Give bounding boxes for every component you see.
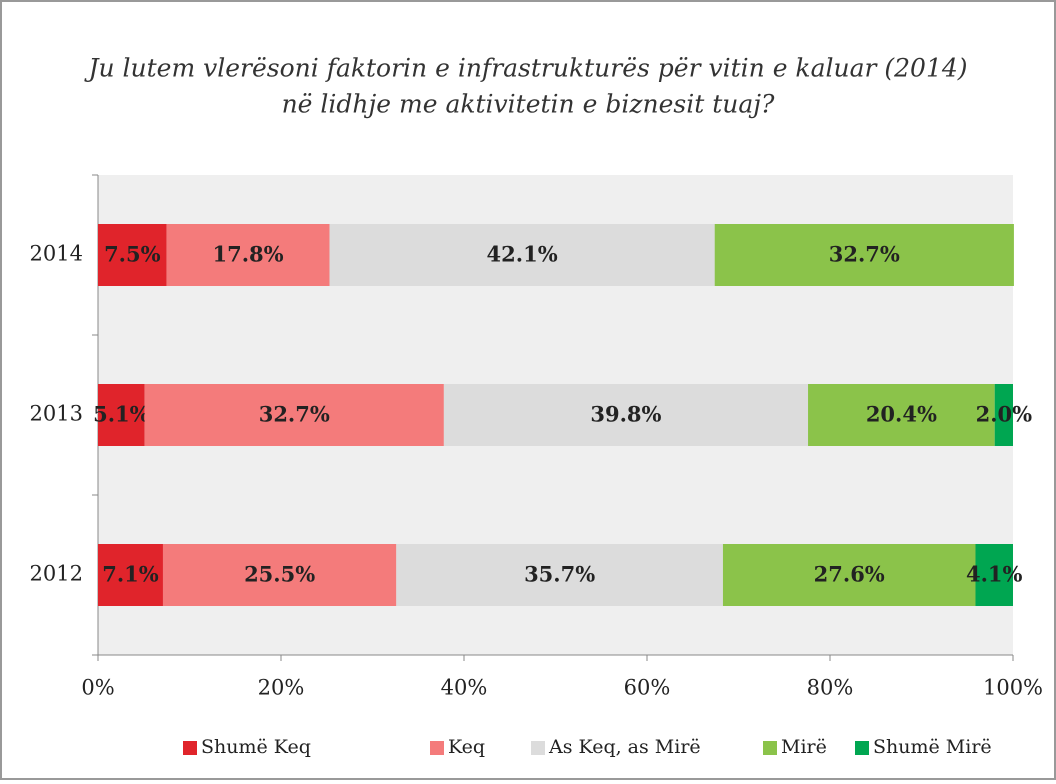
data-label: 25.5% bbox=[244, 562, 315, 587]
bar-segment bbox=[975, 544, 1013, 606]
data-label: 2.0% bbox=[976, 402, 1033, 427]
data-label: 4.1% bbox=[966, 562, 1023, 587]
data-label: 7.5% bbox=[104, 242, 161, 267]
y-tick-label: 2012 bbox=[30, 562, 83, 586]
legend-swatch bbox=[763, 741, 777, 755]
bar-segment bbox=[329, 224, 715, 286]
x-tick-label: 0% bbox=[81, 676, 114, 700]
data-label: 27.6% bbox=[814, 562, 885, 587]
legend-swatch bbox=[531, 741, 545, 755]
x-tick-label: 40% bbox=[441, 676, 488, 700]
bar-segment bbox=[994, 384, 1013, 446]
data-label: 20.4% bbox=[866, 402, 937, 427]
legend-label: Mirë bbox=[781, 736, 827, 758]
data-label: 17.8% bbox=[213, 242, 284, 267]
chart-title: në lidhje me aktivitetin e biznesit tuaj… bbox=[282, 90, 775, 119]
bar-segment bbox=[396, 544, 723, 606]
bar-segment bbox=[98, 224, 167, 286]
x-tick-label: 100% bbox=[983, 676, 1043, 700]
bar-segment bbox=[162, 544, 397, 606]
legend-swatch bbox=[183, 741, 197, 755]
legend-swatch bbox=[430, 741, 444, 755]
chart-title: Ju lutem vlerësoni faktorin e infrastruk… bbox=[83, 54, 967, 83]
data-label: 32.7% bbox=[829, 242, 900, 267]
y-tick-label: 2014 bbox=[30, 242, 83, 266]
x-tick-label: 60% bbox=[624, 676, 671, 700]
legend-swatch bbox=[855, 741, 869, 755]
bar-segment bbox=[144, 384, 444, 446]
y-tick-label: 2013 bbox=[30, 402, 83, 426]
bar-segment bbox=[714, 224, 1014, 286]
bar-segment bbox=[98, 544, 163, 606]
data-label: 32.7% bbox=[259, 402, 330, 427]
data-label: 5.1% bbox=[93, 402, 150, 427]
data-label: 7.1% bbox=[102, 562, 159, 587]
data-label: 42.1% bbox=[487, 242, 558, 267]
bar-segment bbox=[98, 384, 145, 446]
legend-label: Keq bbox=[448, 736, 485, 758]
bar-segment bbox=[722, 544, 976, 606]
legend-label: Shumë Keq bbox=[201, 736, 311, 758]
x-tick-label: 80% bbox=[807, 676, 854, 700]
data-label: 35.7% bbox=[524, 562, 595, 587]
bar-segment bbox=[166, 224, 330, 286]
data-label: 39.8% bbox=[590, 402, 661, 427]
legend-label: Shumë Mirë bbox=[873, 736, 992, 758]
x-tick-label: 20% bbox=[258, 676, 305, 700]
legend-label: As Keq, as Mirë bbox=[548, 736, 701, 758]
bar-segment bbox=[443, 384, 809, 446]
bar-segment bbox=[808, 384, 995, 446]
